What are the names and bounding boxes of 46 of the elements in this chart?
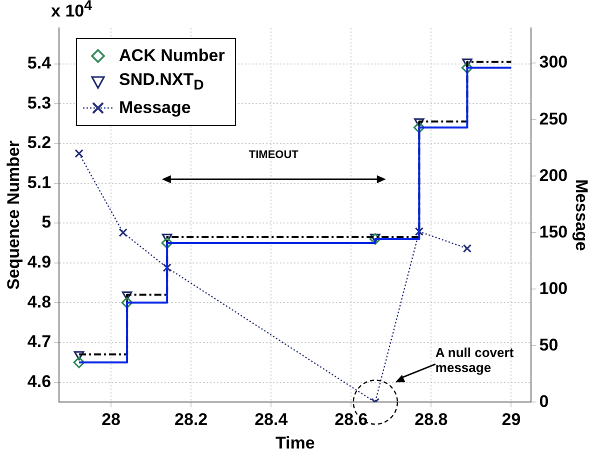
text: x 10$^{4}$: [51, 0, 92, 22]
point: [461, 62, 474, 74]
point: [118, 228, 128, 237]
point: [414, 227, 424, 236]
x-axis-title: Time: [275, 433, 315, 452]
point: [162, 234, 172, 243]
y2-tick-label: 100: [539, 278, 568, 298]
point: [462, 244, 472, 253]
y-tick-label: 5.2: [27, 133, 52, 152]
y2-tick-label: 50: [539, 335, 558, 354]
y2-tick-label: 0: [539, 392, 549, 411]
point: [74, 149, 84, 158]
y-tick-label: 5: [42, 212, 52, 232]
x-tick-label: 28.2: [174, 410, 208, 430]
x-tick-label: 28.8: [414, 410, 448, 430]
y-tick-label: 5.1: [27, 172, 52, 192]
y2-tick-label: 300: [539, 52, 568, 72]
y-tick-label: 4.6: [27, 372, 52, 391]
y-tick-label: 4.7: [27, 332, 52, 352]
y2-tick-label: 150: [539, 222, 568, 242]
x-tick-label: 28: [102, 410, 121, 430]
y-tick-label: 4.8: [27, 292, 52, 312]
y-tick-label: 5.4: [27, 54, 52, 73]
point: [162, 263, 172, 272]
point: [122, 291, 132, 301]
x-tick-label: 28.6: [334, 410, 368, 430]
x-tick-label: 28.4: [254, 410, 288, 430]
point: [73, 356, 85, 368]
point: [462, 58, 472, 68]
y-axis-title: Sequence Number: [4, 140, 23, 290]
point: [121, 296, 133, 308]
annotation: A null covert message: [435, 345, 515, 376]
y2-tick-label: 250: [539, 109, 568, 128]
y2-axis-title: Message: [572, 179, 592, 252]
point: [414, 118, 424, 128]
point: [161, 237, 173, 249]
y-tick-label: 5.3: [27, 93, 52, 112]
annotation: TIMEOUT: [248, 149, 298, 162]
y2-tick-label: 200: [539, 166, 568, 185]
legend-label: ACK Number: [119, 46, 225, 66]
point: [74, 351, 84, 360]
legend-label: Message: [119, 98, 191, 118]
x-tick-label: 29: [502, 410, 521, 430]
legend-label: SND.NXT$_{D}$: [119, 70, 204, 94]
y-tick-label: 4.9: [27, 252, 52, 272]
point: [413, 122, 425, 134]
